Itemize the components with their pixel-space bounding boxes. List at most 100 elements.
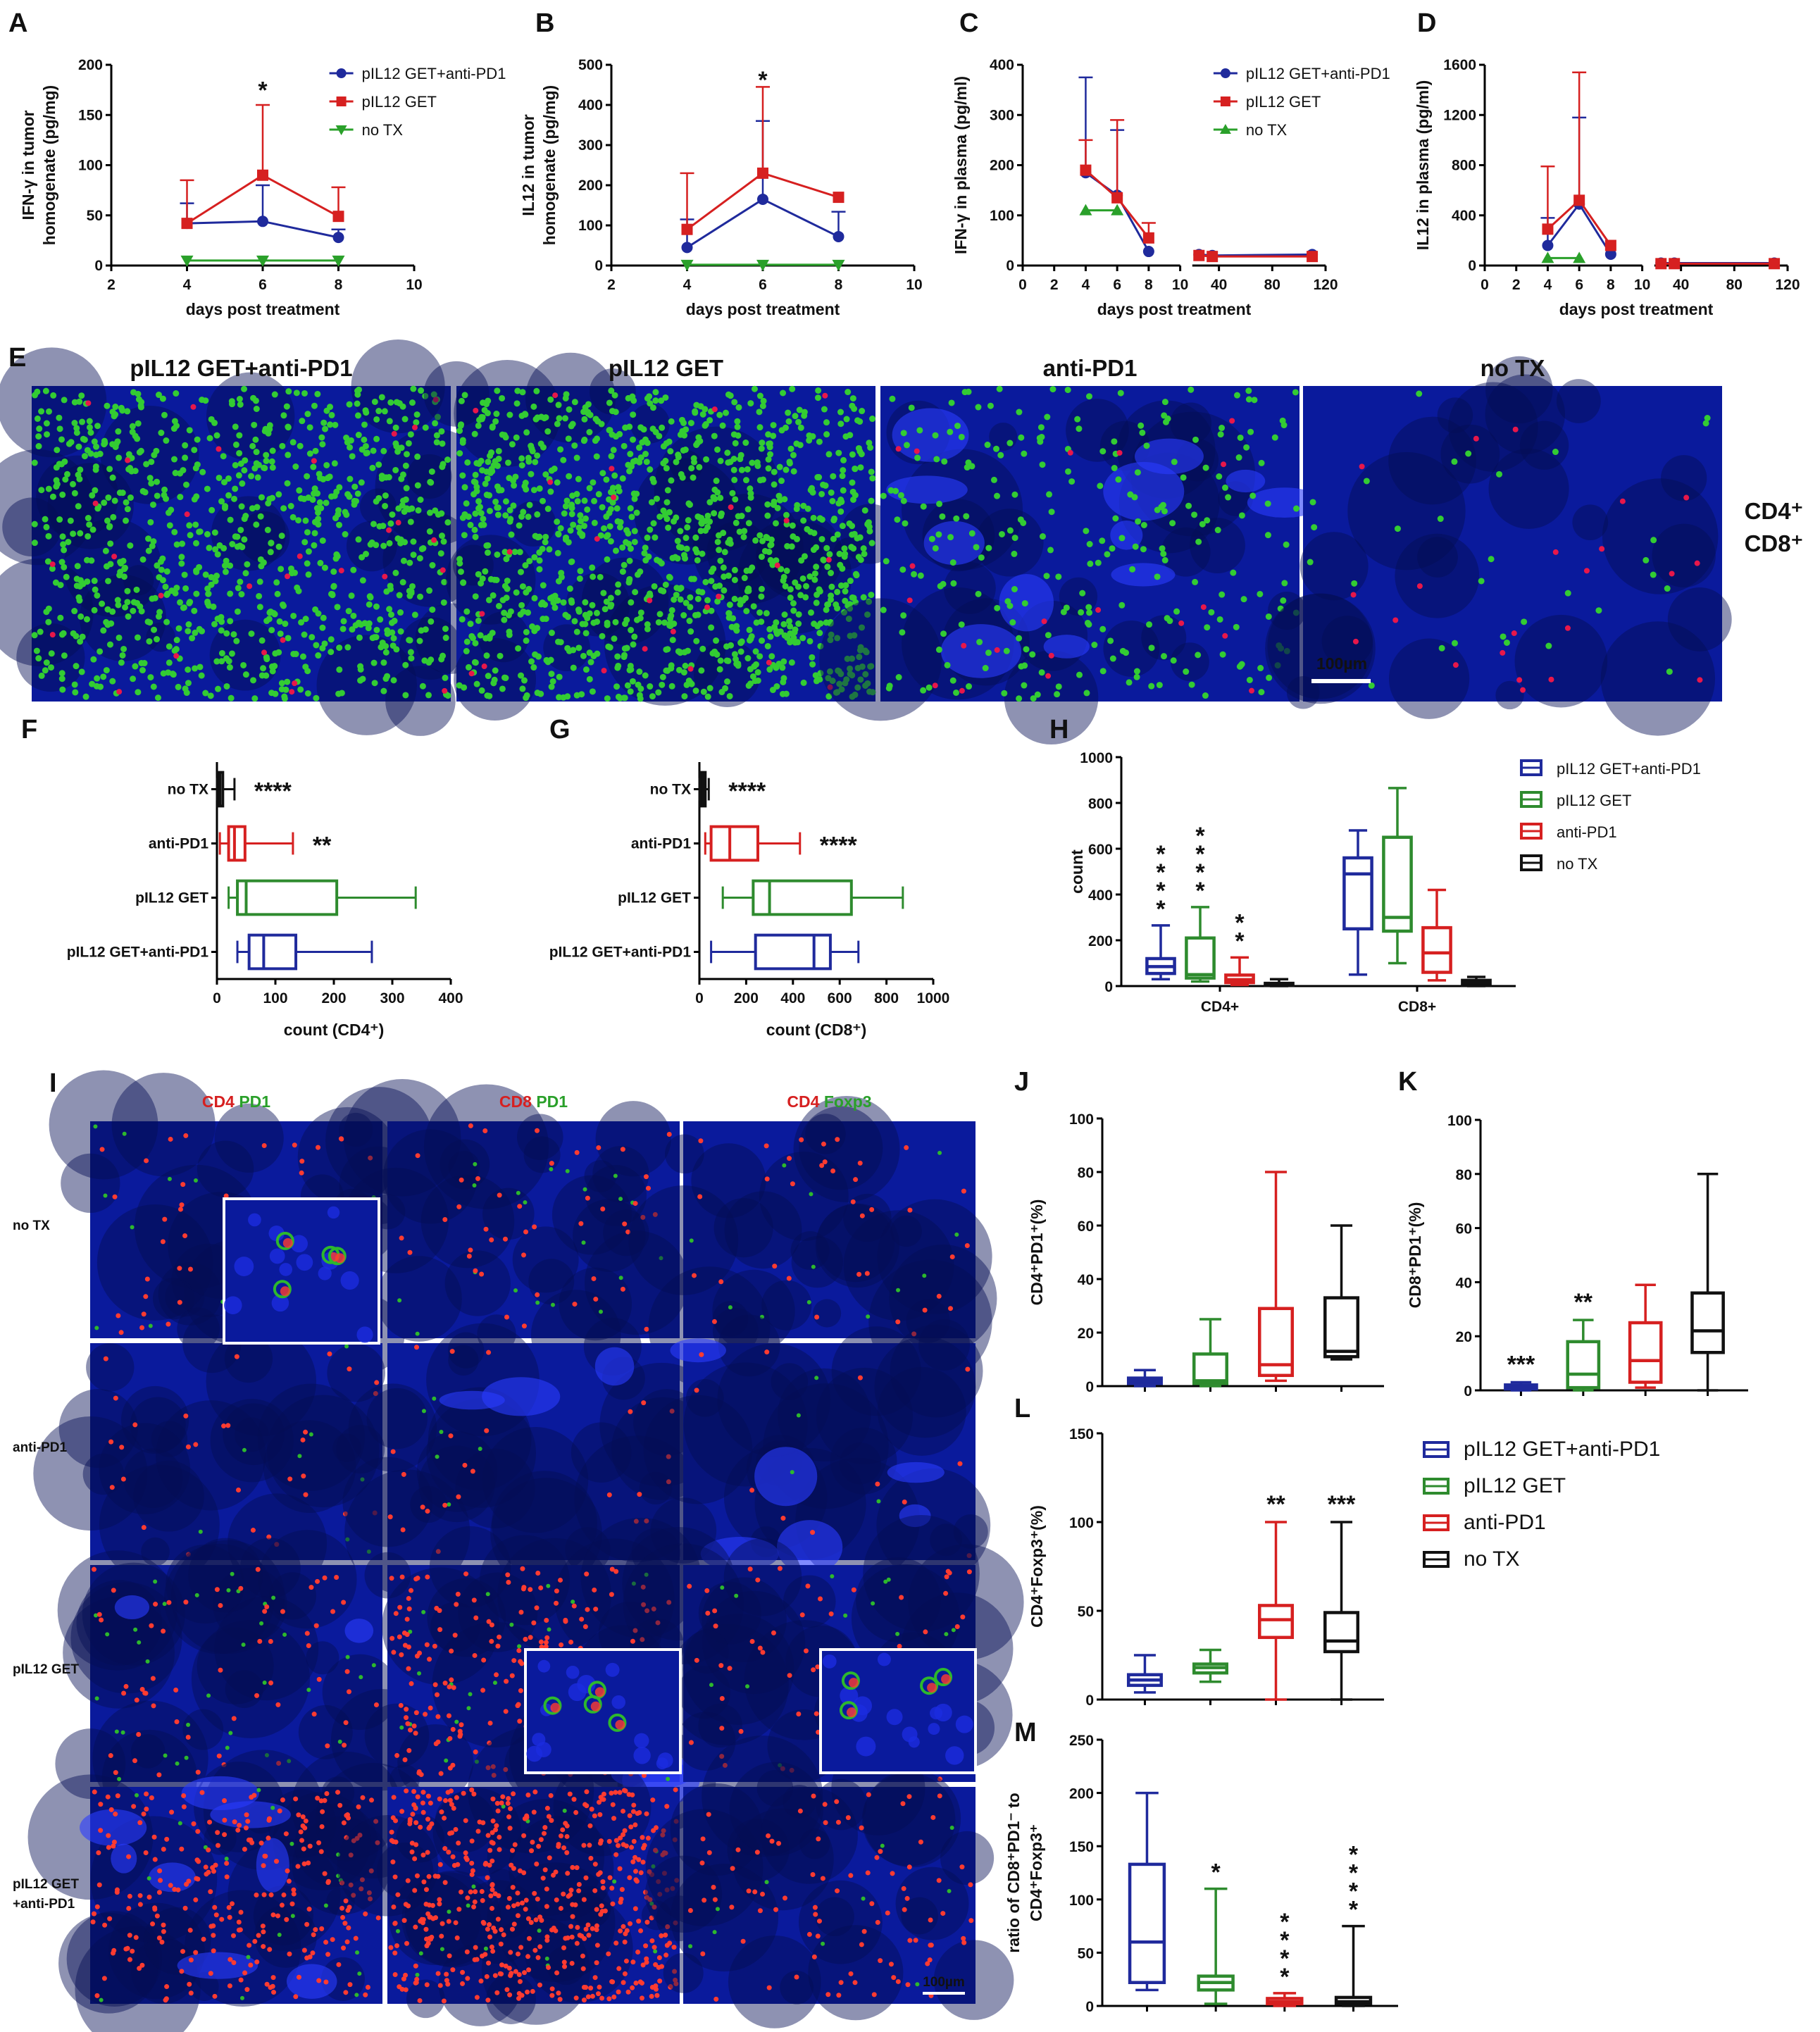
red-cell (528, 1635, 533, 1640)
red-cell (322, 1575, 328, 1581)
green-cell (135, 689, 142, 696)
red-cell (571, 1603, 577, 1609)
green-cell (63, 573, 70, 580)
red-cell (299, 1159, 305, 1164)
red-cell (324, 1790, 330, 1796)
green-cell (315, 652, 322, 659)
green-cell (766, 549, 773, 556)
green-cell (838, 686, 845, 693)
green-cell (149, 501, 156, 509)
green-cell (241, 516, 248, 523)
green-cell (1503, 639, 1510, 646)
green-cell (766, 625, 773, 632)
dark-region (623, 1543, 744, 1664)
red-cell (816, 1836, 821, 1842)
green-cell (1265, 613, 1272, 620)
red-cell (403, 1972, 409, 1978)
red-cell (257, 1638, 263, 1644)
red-cell (629, 1845, 635, 1850)
y-tick-label: 200 (578, 177, 603, 194)
red-cell (335, 1790, 341, 1795)
green-cell (504, 585, 511, 592)
green-cell (285, 635, 292, 642)
green-cell (242, 570, 249, 577)
red-cell (183, 1600, 189, 1605)
red-cell (446, 1850, 451, 1855)
red-cell (161, 1628, 166, 1634)
red-cell (399, 1235, 404, 1241)
green-cell (612, 433, 619, 440)
red-cell (342, 1921, 348, 1926)
dark-region (108, 1902, 205, 2000)
green-cell (1139, 429, 1146, 436)
green-cell (1063, 604, 1070, 611)
green-cell (56, 414, 63, 421)
green-cell (230, 495, 237, 502)
green-cell (721, 549, 728, 556)
green-cell (139, 667, 146, 674)
green-cell (897, 492, 904, 499)
red-cell (150, 1676, 156, 1681)
dark-region (268, 1572, 316, 1620)
red-cell (852, 1980, 858, 1986)
green-cell (473, 460, 480, 467)
inset-red-cell (282, 1238, 293, 1248)
green-cell (1085, 621, 1092, 628)
green-cell (699, 645, 706, 652)
green-cell (408, 1629, 413, 1634)
dark-region (839, 1442, 881, 1485)
green-cell (392, 424, 399, 431)
green-cell (717, 494, 724, 501)
red-cell (339, 1880, 345, 1885)
red-cell (463, 1850, 468, 1856)
red-cell (285, 1868, 290, 1874)
green-cell (1159, 545, 1166, 552)
red-cell (480, 1688, 486, 1693)
green-cell (649, 404, 656, 411)
green-cell (792, 413, 799, 420)
green-cell (328, 649, 335, 656)
green-cell (600, 590, 607, 597)
red-cell (587, 1843, 592, 1848)
green-cell (502, 512, 509, 519)
red-cell (592, 1975, 598, 1981)
green-cell (738, 466, 745, 473)
red-cell (449, 1349, 455, 1354)
green-cell (808, 609, 815, 616)
green-cell (1074, 416, 1081, 423)
red-cell (426, 1826, 432, 1831)
red-cell (235, 1827, 241, 1833)
green-cell (253, 406, 260, 413)
green-cell (712, 1930, 717, 1935)
green-cell (796, 1413, 801, 1418)
green-cell (109, 678, 116, 685)
dark-region (1066, 399, 1129, 462)
series-line (1547, 202, 1612, 255)
green-cell (546, 546, 553, 553)
red-cell (594, 1923, 599, 1928)
red-cell (535, 1128, 540, 1133)
red-cell (773, 1907, 779, 1912)
red-cell (404, 1940, 410, 1946)
red-cell (156, 1890, 162, 1895)
red-cell (660, 1832, 666, 1838)
red-cell (188, 1957, 194, 1963)
red-cell (473, 1889, 478, 1895)
red-cell (505, 1905, 511, 1910)
green-cell (849, 479, 856, 486)
green-cell (297, 1454, 302, 1459)
green-cell (853, 572, 860, 579)
red-cell (692, 1273, 697, 1278)
green-cell (463, 608, 470, 615)
red-cell (420, 1790, 426, 1795)
green-cell (765, 431, 772, 438)
green-cell (469, 635, 476, 642)
green-cell (730, 466, 737, 473)
dark-region (213, 1567, 287, 1643)
green-cell (417, 593, 424, 600)
green-cell (321, 640, 328, 647)
red-cell (576, 1888, 582, 1894)
red-cell (699, 1352, 704, 1357)
dark-region (793, 1096, 900, 1203)
red-cell (186, 1878, 192, 1884)
